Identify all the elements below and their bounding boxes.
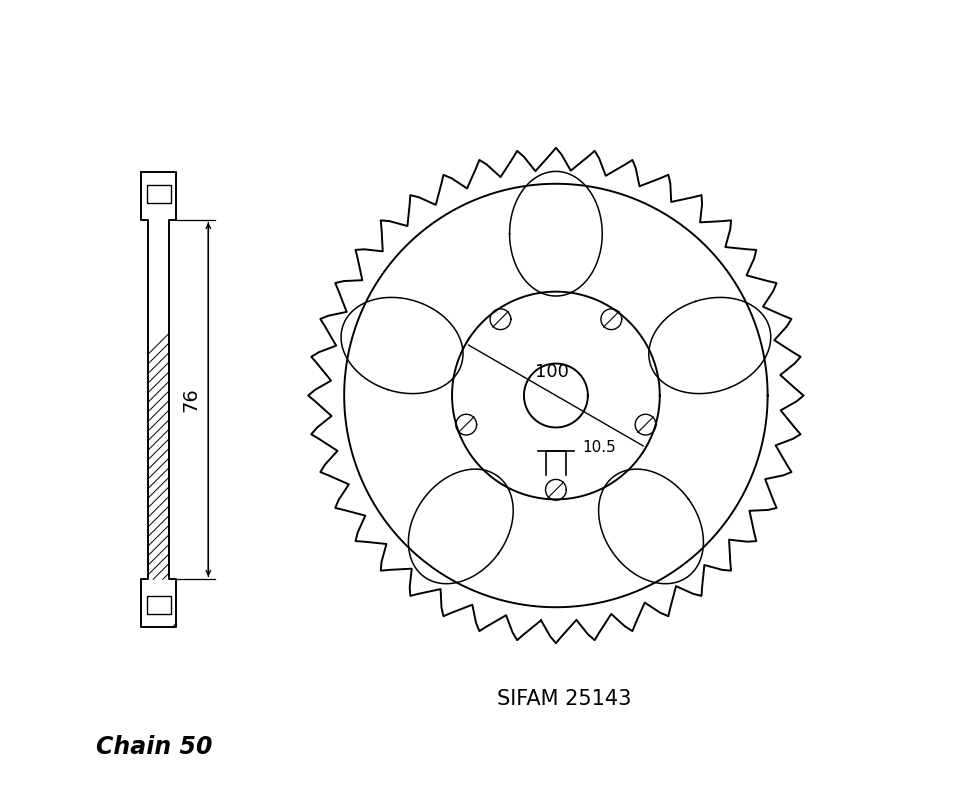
- Text: Chain 50: Chain 50: [96, 735, 213, 759]
- Text: 10.5: 10.5: [583, 440, 616, 455]
- Polygon shape: [147, 596, 171, 614]
- Text: SIFAM 25143: SIFAM 25143: [496, 689, 631, 710]
- Text: 100: 100: [535, 363, 569, 381]
- Polygon shape: [147, 185, 171, 203]
- Text: 76: 76: [181, 388, 201, 411]
